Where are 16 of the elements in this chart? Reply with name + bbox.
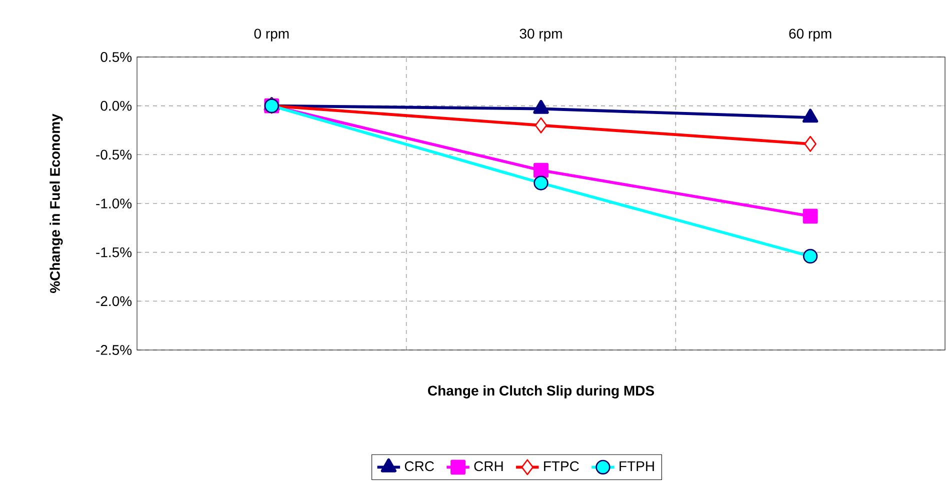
legend-label: FTPH: [620, 461, 654, 471]
y-tick-label: -2.0%: [96, 296, 132, 306]
x-tick-label: 30 rpm: [520, 28, 562, 42]
y-tick-label: -0.5%: [96, 150, 132, 160]
legend-label: CRC: [404, 461, 434, 472]
y-tick-label: -2.5%: [96, 345, 132, 355]
y-tick-label: 0.0%: [100, 100, 132, 111]
y-tick-label: 0.5%: [100, 52, 132, 62]
x-tick-label: 60 rpm: [789, 28, 832, 42]
legend-label: CRH: [474, 461, 503, 472]
x-tick-label: 0 rpm: [254, 28, 289, 42]
y-tick-label: -1.0%: [96, 198, 132, 208]
x-axis-title: Change in Clutch Slip during MDS: [428, 385, 654, 398]
y-axis-title: %Change in Fuel Economy: [50, 114, 63, 293]
y-tick-label: -1.5%: [96, 247, 132, 258]
legend-label: FTPC: [544, 461, 579, 472]
